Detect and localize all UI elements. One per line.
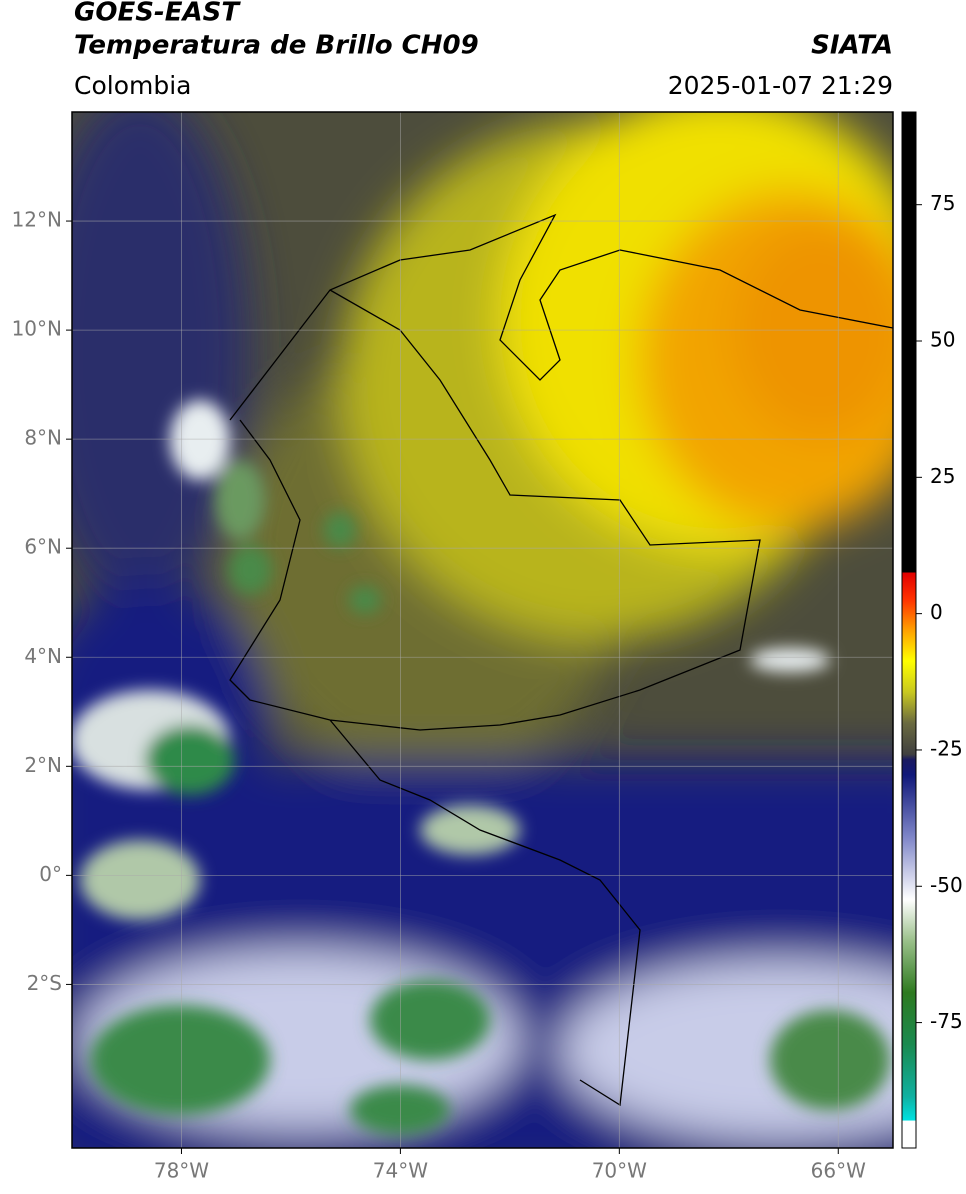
map-frame [71,111,894,1149]
subtitle: Temperatura de Brillo CH09 [74,31,479,61]
x-tick-label: 66°W [811,1159,866,1183]
x-tick-label: 74°W [373,1159,428,1183]
colorbar-tick-label: -75 [930,1009,963,1033]
datetime: 2025-01-07 21:29 [668,71,893,100]
colorbar-tick-label: 0 [930,600,943,624]
y-tick-label: 12°N [12,208,62,232]
grid [72,112,893,1148]
source: SIATA [811,31,893,61]
satellite-image [72,112,893,1148]
y-tick-label: 2°S [27,971,62,995]
x-tick-label: 70°W [592,1159,647,1183]
x-tick-label: 78°W [154,1159,209,1183]
colorbar [901,111,917,1149]
y-tick-label: 4°N [24,644,62,668]
borders [229,213,893,1107]
region: Colombia [74,71,191,100]
title: GOES-EAST [74,0,241,28]
colorbar-tick-label: -25 [930,736,963,760]
y-tick-label: 10°N [12,317,62,341]
colorbar-tick-label: 25 [930,464,955,488]
y-tick-label: 0° [39,862,62,886]
y-tick-label: 8°N [24,426,62,450]
colorbar-tick-label: -50 [930,873,963,897]
colorbar-tick-label: 75 [930,191,955,215]
y-tick-label: 6°N [24,535,62,559]
y-tick-label: 2°N [24,753,62,777]
colorbar-tick-label: 50 [930,328,955,352]
